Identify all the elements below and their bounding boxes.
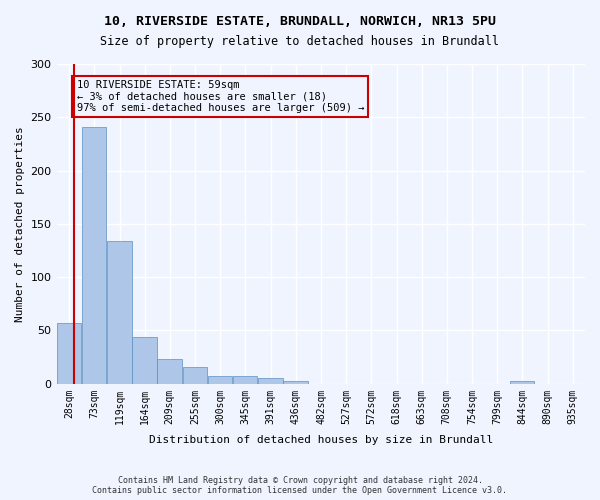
Text: 10 RIVERSIDE ESTATE: 59sqm
← 3% of detached houses are smaller (18)
97% of semi-: 10 RIVERSIDE ESTATE: 59sqm ← 3% of detac… bbox=[77, 80, 364, 113]
Bar bbox=[183, 366, 207, 384]
Bar bbox=[107, 241, 132, 384]
Bar bbox=[133, 337, 157, 384]
Bar bbox=[208, 376, 232, 384]
Bar bbox=[57, 323, 81, 384]
Bar bbox=[259, 378, 283, 384]
X-axis label: Distribution of detached houses by size in Brundall: Distribution of detached houses by size … bbox=[149, 435, 493, 445]
Text: 10, RIVERSIDE ESTATE, BRUNDALL, NORWICH, NR13 5PU: 10, RIVERSIDE ESTATE, BRUNDALL, NORWICH,… bbox=[104, 15, 496, 28]
Y-axis label: Number of detached properties: Number of detached properties bbox=[15, 126, 25, 322]
Bar bbox=[82, 127, 106, 384]
Text: Contains HM Land Registry data © Crown copyright and database right 2024.
Contai: Contains HM Land Registry data © Crown c… bbox=[92, 476, 508, 495]
Bar bbox=[510, 380, 534, 384]
Bar bbox=[157, 360, 182, 384]
Text: Size of property relative to detached houses in Brundall: Size of property relative to detached ho… bbox=[101, 35, 499, 48]
Bar bbox=[283, 380, 308, 384]
Bar bbox=[233, 376, 257, 384]
